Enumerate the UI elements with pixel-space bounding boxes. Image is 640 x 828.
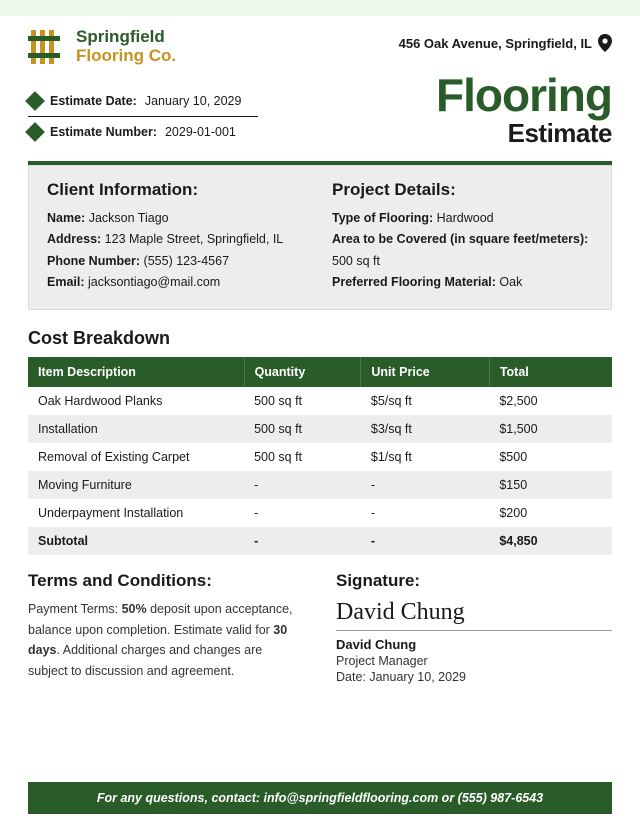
header-row: Springfield Flooring Co. 456 Oak Avenue,… [28, 28, 612, 66]
location-pin-icon [598, 34, 612, 52]
terms-text: Payment Terms: 50% deposit upon acceptan… [28, 599, 304, 682]
meta-divider [28, 116, 258, 117]
client-info-column: Client Information: Name: Jackson Tiago … [47, 180, 308, 293]
terms-column: Terms and Conditions: Payment Terms: 50%… [28, 571, 304, 684]
info-panel: Client Information: Name: Jackson Tiago … [28, 165, 612, 310]
diamond-bullet-icon [25, 91, 45, 111]
diamond-bullet-icon [25, 122, 45, 142]
signature-date: Date: January 10, 2029 [336, 670, 612, 684]
logo-block: Springfield Flooring Co. [28, 28, 176, 66]
client-name: Name: Jackson Tiago [47, 208, 308, 229]
project-details-heading: Project Details: [332, 180, 593, 200]
bottom-block: Terms and Conditions: Payment Terms: 50%… [28, 571, 612, 684]
company-name-line1: Springfield [76, 28, 176, 47]
signer-role: Project Manager [336, 654, 612, 668]
estimate-date-value: January 10, 2029 [145, 94, 242, 108]
company-logo-icon [28, 28, 68, 66]
client-info-heading: Client Information: [47, 180, 308, 200]
client-email: Email: jacksontiago@mail.com [47, 272, 308, 293]
footer-bar: For any questions, contact: info@springf… [28, 782, 612, 814]
flooring-type: Type of Flooring: Hardwood [332, 208, 593, 229]
col-unit-price: Unit Price [361, 357, 489, 387]
terms-heading: Terms and Conditions: [28, 571, 304, 591]
table-row: Removal of Existing Carpet 500 sq ft $1/… [28, 443, 612, 471]
table-row: Moving Furniture - - $150 [28, 471, 612, 499]
project-details-column: Project Details: Type of Flooring: Hardw… [332, 180, 593, 293]
estimate-number-label: Estimate Number: [50, 125, 157, 139]
title-sub: Estimate [436, 118, 612, 149]
title-main: Flooring [436, 72, 612, 118]
client-address: Address: 123 Maple Street, Springfield, … [47, 229, 308, 250]
address-text: 456 Oak Avenue, Springfield, IL [399, 36, 592, 51]
footer-prefix: For any questions, contact: [97, 791, 264, 805]
signer-name: David Chung [336, 637, 612, 652]
cost-header-row: Item Description Quantity Unit Price Tot… [28, 357, 612, 387]
signature-script: David Chung [336, 599, 612, 626]
table-row: Installation 500 sq ft $3/sq ft $1,500 [28, 415, 612, 443]
company-name: Springfield Flooring Co. [76, 28, 176, 65]
address-block: 456 Oak Avenue, Springfield, IL [399, 34, 612, 52]
page-content: Springfield Flooring Co. 456 Oak Avenue,… [0, 16, 640, 684]
col-description: Item Description [28, 357, 244, 387]
estimate-date-label: Estimate Date: [50, 94, 137, 108]
client-phone: Phone Number: (555) 123-4567 [47, 251, 308, 272]
table-row: Oak Hardwood Planks 500 sq ft $5/sq ft $… [28, 387, 612, 415]
footer-contact: info@springfieldflooring.com or (555) 98… [264, 791, 544, 805]
col-quantity: Quantity [244, 357, 361, 387]
col-total: Total [489, 357, 612, 387]
estimate-number-value: 2029-01-001 [165, 125, 236, 139]
preferred-material: Preferred Flooring Material: Oak [332, 272, 593, 293]
subtotal-row: Subtotal - - $4,850 [28, 527, 612, 555]
document-title: Flooring Estimate [436, 72, 612, 149]
cost-breakdown-heading: Cost Breakdown [28, 328, 612, 349]
signature-line [336, 630, 612, 631]
company-name-line2: Flooring Co. [76, 47, 176, 66]
signature-heading: Signature: [336, 571, 612, 591]
top-accent-bar [0, 0, 640, 16]
signature-column: Signature: David Chung David Chung Proje… [336, 571, 612, 684]
area-covered: Area to be Covered (in square feet/meter… [332, 229, 593, 272]
table-row: Underpayment Installation - - $200 [28, 499, 612, 527]
cost-table: Item Description Quantity Unit Price Tot… [28, 357, 612, 555]
